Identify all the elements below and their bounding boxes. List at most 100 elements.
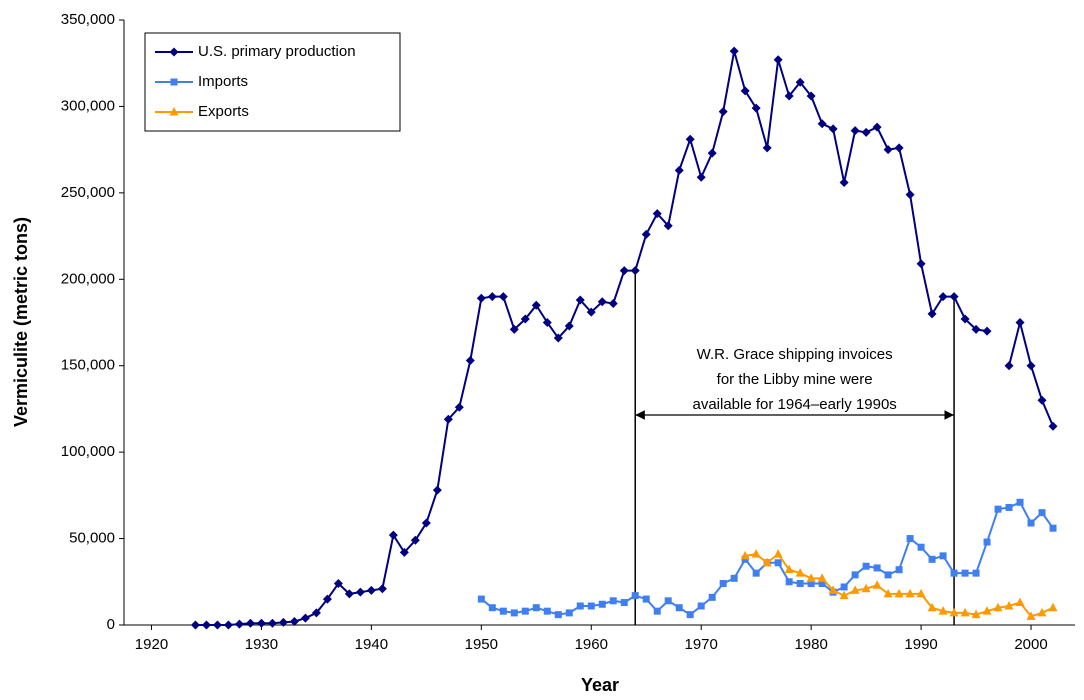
marker: [971, 324, 981, 334]
marker: [873, 564, 881, 572]
marker: [169, 107, 179, 116]
marker: [1016, 498, 1024, 506]
marker: [751, 103, 761, 113]
marker: [773, 55, 783, 65]
marker: [652, 209, 662, 219]
marker: [927, 602, 937, 612]
marker: [499, 607, 507, 615]
marker: [432, 485, 442, 495]
marker: [1048, 602, 1058, 612]
x-tick-label: 1950: [465, 636, 498, 653]
marker: [631, 592, 639, 600]
marker: [861, 127, 871, 137]
marker: [443, 414, 453, 424]
y-tick-label: 200,000: [61, 270, 115, 287]
marker: [388, 530, 398, 540]
marker: [939, 552, 947, 560]
marker: [1038, 509, 1046, 517]
marker: [905, 190, 915, 200]
marker: [861, 583, 871, 593]
marker: [333, 579, 343, 589]
marker: [850, 126, 860, 136]
marker: [598, 600, 606, 608]
marker: [927, 309, 937, 319]
marker: [1037, 607, 1047, 617]
marker: [531, 300, 541, 310]
marker: [774, 559, 782, 567]
marker: [686, 611, 694, 619]
x-tick-label: 1920: [135, 636, 168, 653]
marker: [608, 298, 618, 308]
marker: [960, 607, 970, 617]
marker: [894, 143, 904, 153]
annotation-text: available for 1964–early 1990s: [692, 396, 896, 413]
marker: [960, 314, 970, 324]
marker: [169, 47, 179, 57]
marker: [300, 613, 310, 623]
marker: [971, 609, 981, 619]
marker: [344, 589, 354, 599]
marker: [674, 165, 684, 175]
marker: [487, 292, 497, 302]
marker: [950, 569, 958, 577]
marker: [366, 585, 376, 595]
marker: [795, 568, 805, 577]
marker: [762, 557, 772, 567]
marker: [1015, 597, 1025, 607]
x-tick-label: 1960: [575, 636, 608, 653]
marker: [928, 555, 936, 563]
marker: [663, 221, 673, 231]
marker: [851, 571, 859, 579]
x-tick-label: 1980: [794, 636, 827, 653]
marker: [586, 307, 596, 317]
marker: [630, 266, 640, 276]
marker: [311, 608, 321, 618]
marker: [399, 547, 409, 557]
marker: [1048, 421, 1058, 431]
marker: [938, 606, 948, 615]
marker: [576, 602, 584, 610]
marker: [498, 292, 508, 302]
marker: [718, 107, 728, 117]
marker: [840, 583, 848, 591]
marker: [619, 266, 629, 276]
marker: [410, 535, 420, 545]
marker: [564, 321, 574, 331]
marker: [785, 578, 793, 586]
marker: [170, 78, 178, 86]
marker: [609, 597, 617, 605]
legend-label: U.S. primary production: [198, 43, 356, 60]
marker: [477, 595, 485, 603]
marker: [1027, 519, 1035, 527]
marker: [575, 295, 585, 305]
marker: [597, 297, 607, 307]
marker: [685, 134, 695, 144]
y-tick-label: 0: [107, 616, 115, 633]
marker: [828, 585, 838, 594]
marker: [818, 580, 826, 588]
marker: [587, 602, 595, 610]
y-tick-label: 250,000: [61, 184, 115, 201]
marker: [565, 609, 573, 617]
marker: [675, 604, 683, 612]
marker: [751, 549, 761, 558]
marker: [641, 229, 651, 239]
marker: [245, 618, 255, 628]
marker: [1049, 524, 1057, 532]
marker: [972, 569, 980, 577]
marker: [454, 402, 464, 412]
marker: [883, 588, 893, 598]
y-tick-label: 150,000: [61, 357, 115, 374]
marker: [740, 86, 750, 96]
marker: [828, 124, 838, 134]
marker: [1004, 600, 1014, 610]
marker: [509, 324, 519, 334]
x-tick-label: 1970: [685, 636, 718, 653]
marker: [894, 588, 904, 598]
annotation-text: for the Libby mine were: [717, 371, 873, 388]
y-axis-title: Vermiculite (metric tons): [11, 217, 31, 427]
marker: [554, 611, 562, 619]
y-tick-label: 300,000: [61, 97, 115, 114]
marker: [532, 604, 540, 612]
